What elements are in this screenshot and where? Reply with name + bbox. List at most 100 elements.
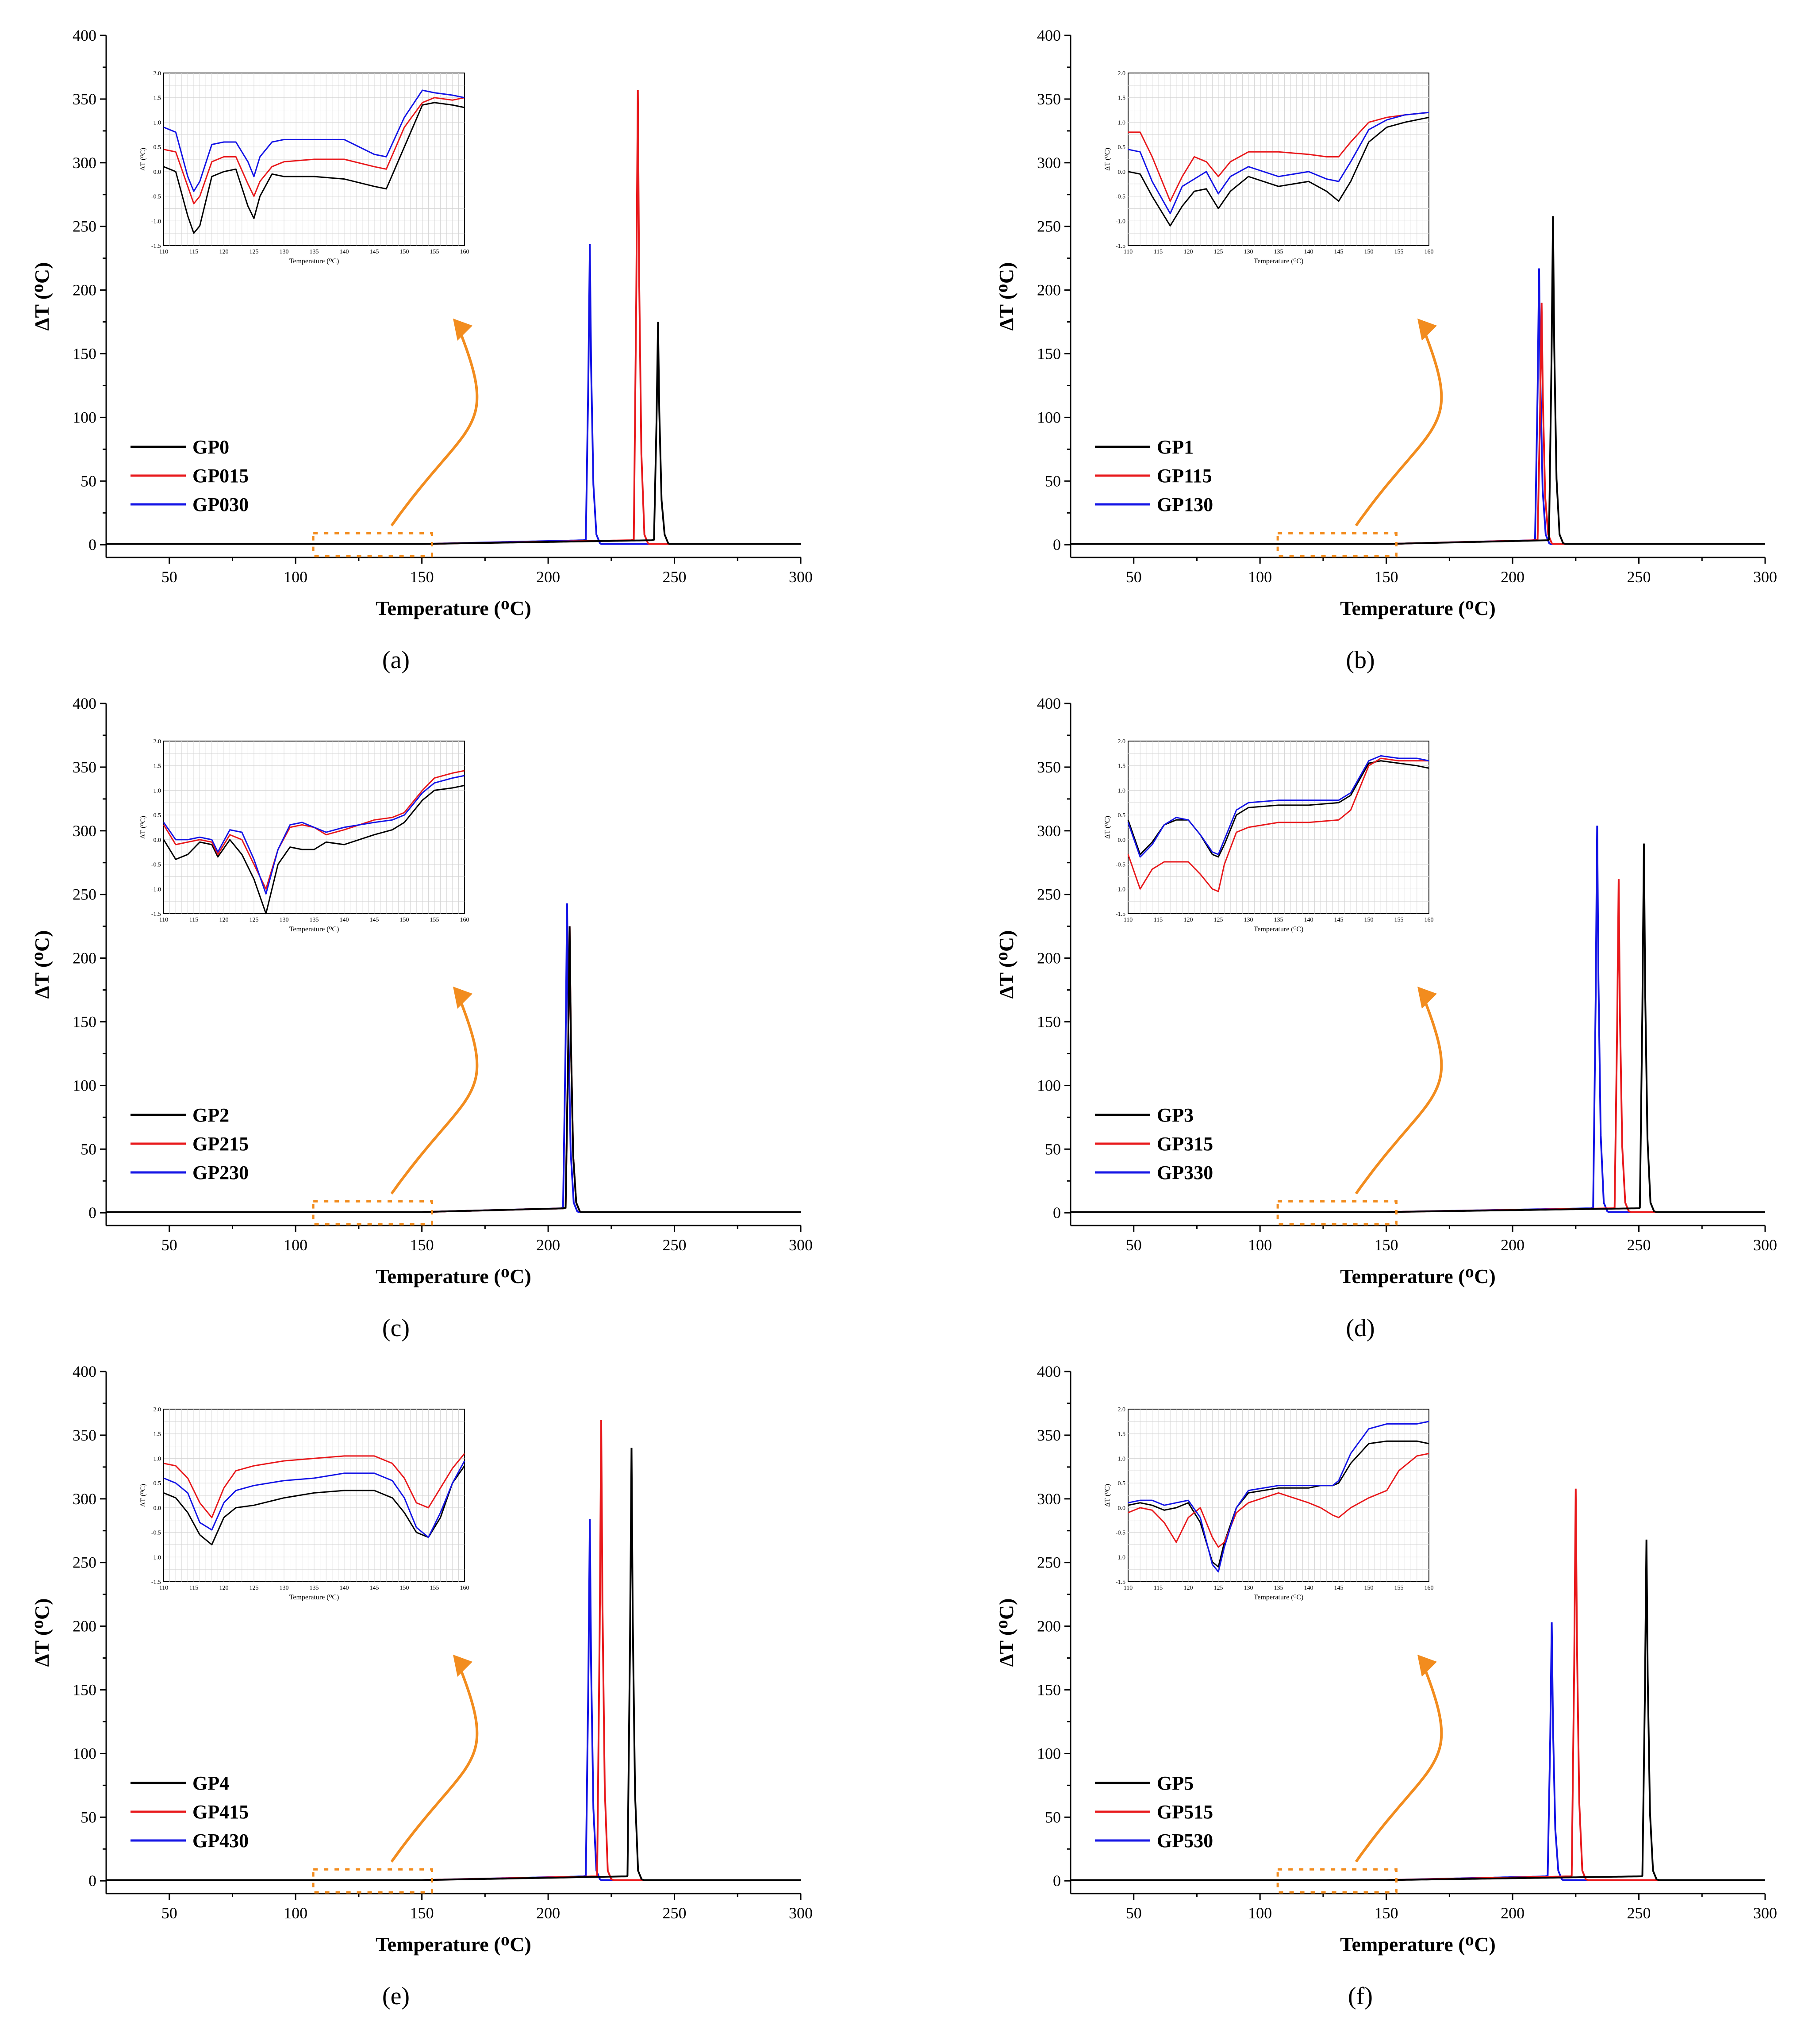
zoom-arrow-head xyxy=(453,1655,472,1677)
y-tick-label: 400 xyxy=(73,695,96,712)
inset-y-tick-label: -0.5 xyxy=(151,194,161,200)
inset-series-line-GP315 xyxy=(1127,757,1429,892)
inset-x-tick-label: 115 xyxy=(189,917,198,923)
legend-label: GP130 xyxy=(1157,494,1213,515)
y-tick-label: 150 xyxy=(73,1681,96,1699)
inset-plot: 110 115 120 125 130 135 140 145 150 155 160 -1.5 -1.… xyxy=(139,1406,469,1601)
y-tick-label: 350 xyxy=(1037,758,1061,776)
y-tick-label: 50 xyxy=(1045,1140,1061,1158)
y-axis-title: ΔT (ᴼC) xyxy=(31,1598,53,1667)
inset-y-tick-label: 1.5 xyxy=(154,95,161,102)
inset-series-line-GP230 xyxy=(163,775,465,895)
inset-y-axis-title: ΔT (ᴼC) xyxy=(1104,148,1111,171)
x-axis-title: Temperature (ᴼC) xyxy=(376,1265,531,1287)
y-tick-label: 300 xyxy=(73,1490,96,1508)
inset-y-tick-label: 2.0 xyxy=(1118,70,1126,77)
inset-series-line-GP515 xyxy=(1128,1452,1429,1548)
inset-x-tick-label: 160 xyxy=(460,1585,469,1591)
inset-x-tick-label: 130 xyxy=(280,917,289,923)
inset-y-tick-label: 1.5 xyxy=(1118,763,1126,770)
y-tick-label: 100 xyxy=(1037,408,1061,426)
panel-e: 50 100 150 200 250 300 0 50 100 150 200 250 300 350 40… xyxy=(31,1363,813,2010)
inset-x-tick-label: 110 xyxy=(159,917,168,923)
inset-y-axis-title: ΔT (ᴼC) xyxy=(1104,816,1111,839)
inset-series-line-GP5 xyxy=(1128,1440,1429,1568)
y-tick-label: 0 xyxy=(88,1204,96,1222)
y-tick-label: 100 xyxy=(1037,1076,1061,1094)
y-tick-label: 300 xyxy=(1037,154,1061,172)
legend-label: GP030 xyxy=(192,494,249,515)
zoom-arrow xyxy=(1355,331,1443,526)
y-tick-label: 300 xyxy=(73,822,96,840)
y-tick-label: 250 xyxy=(73,1554,96,1571)
inset-series-line-GP115 xyxy=(1128,111,1429,202)
inset-y-tick-label: 1.0 xyxy=(154,119,161,126)
legend-label: GP315 xyxy=(1157,1133,1213,1155)
x-tick-label: 200 xyxy=(536,568,560,586)
inset-x-tick-label: 160 xyxy=(460,917,469,923)
inset-y-tick-label: -1.0 xyxy=(151,218,161,225)
inset-x-tick-label: 115 xyxy=(189,249,198,255)
x-tick-label: 150 xyxy=(410,1904,434,1922)
inset-y-tick-label: -1.0 xyxy=(1116,886,1125,893)
inset-y-tick-label: -1.0 xyxy=(1116,218,1125,225)
y-tick-label: 0 xyxy=(1053,536,1061,553)
inset-x-tick-label: 110 xyxy=(159,249,168,255)
panel-label: (a) xyxy=(382,646,410,674)
y-tick-label: 400 xyxy=(1037,695,1061,712)
inset-x-tick-label: 150 xyxy=(1364,249,1374,255)
x-axis-title: Temperature (ᴼC) xyxy=(1340,597,1496,619)
y-tick-label: 200 xyxy=(73,281,96,299)
x-tick-label: 50 xyxy=(1126,1904,1142,1922)
inset-x-tick-label: 150 xyxy=(400,917,409,923)
zoom-arrow-head xyxy=(453,987,472,1009)
inset-x-tick-label: 155 xyxy=(1394,249,1404,255)
panel-f: 50 100 150 200 250 300 0 50 100 150 200 250 300 350 40… xyxy=(995,1363,1777,2010)
x-tick-label: 100 xyxy=(284,568,307,586)
inset-y-tick-label: -0.5 xyxy=(1116,1530,1125,1537)
inset-series-line-GP0 xyxy=(163,102,465,234)
x-tick-label: 200 xyxy=(1501,1236,1524,1254)
y-tick-label: 250 xyxy=(73,886,96,903)
series-line-GP4 xyxy=(106,1448,801,1881)
inset-x-tick-label: 115 xyxy=(189,1585,198,1591)
legend-label: GP415 xyxy=(192,1801,249,1823)
panel-label: (e) xyxy=(382,1983,410,2010)
y-tick-label: 100 xyxy=(73,1744,96,1762)
panel-label: (d) xyxy=(1346,1314,1375,1342)
x-tick-label: 150 xyxy=(1375,568,1398,586)
inset-series-line-GP130 xyxy=(1128,111,1429,215)
y-tick-label: 200 xyxy=(73,949,96,967)
x-tick-label: 100 xyxy=(1248,568,1272,586)
inset-x-tick-label: 135 xyxy=(310,917,319,923)
x-tick-label: 250 xyxy=(663,1904,687,1922)
inset-series-line-GP530 xyxy=(1128,1421,1429,1573)
panel-label: (c) xyxy=(382,1314,410,1342)
y-tick-label: 250 xyxy=(73,218,96,235)
y-tick-label: 200 xyxy=(73,1618,96,1635)
inset-series-line-GP2 xyxy=(163,784,465,914)
inset-y-tick-label: -1.5 xyxy=(1116,1579,1125,1586)
inset-x-tick-label: 145 xyxy=(1334,249,1344,255)
inset-x-tick-label: 125 xyxy=(1214,249,1223,255)
x-tick-label: 300 xyxy=(1753,1904,1777,1922)
y-tick-label: 350 xyxy=(73,90,96,108)
inset-x-tick-label: 130 xyxy=(280,249,289,255)
inset-x-tick-label: 150 xyxy=(400,249,409,255)
y-tick-label: 350 xyxy=(1037,90,1061,108)
x-tick-label: 100 xyxy=(1248,1904,1272,1922)
inset-x-tick-label: 145 xyxy=(1334,917,1344,923)
inset-y-tick-label: 1.0 xyxy=(1118,788,1126,794)
y-tick-label: 150 xyxy=(73,345,96,363)
y-tick-label: 0 xyxy=(88,536,96,553)
inset-x-tick-label: 140 xyxy=(340,917,349,923)
inset-x-tick-label: 125 xyxy=(250,249,259,255)
x-tick-label: 50 xyxy=(161,568,177,586)
inset-y-tick-label: 2.0 xyxy=(154,70,161,77)
inset-x-tick-label: 135 xyxy=(1274,917,1283,923)
y-axis-title: ΔT (ᴼC) xyxy=(995,262,1018,331)
y-tick-label: 200 xyxy=(1037,949,1061,967)
inset-y-tick-label: 2.0 xyxy=(154,1406,161,1413)
x-axis-title: Temperature (ᴼC) xyxy=(1340,1933,1496,1956)
y-tick-label: 0 xyxy=(1053,1872,1061,1890)
